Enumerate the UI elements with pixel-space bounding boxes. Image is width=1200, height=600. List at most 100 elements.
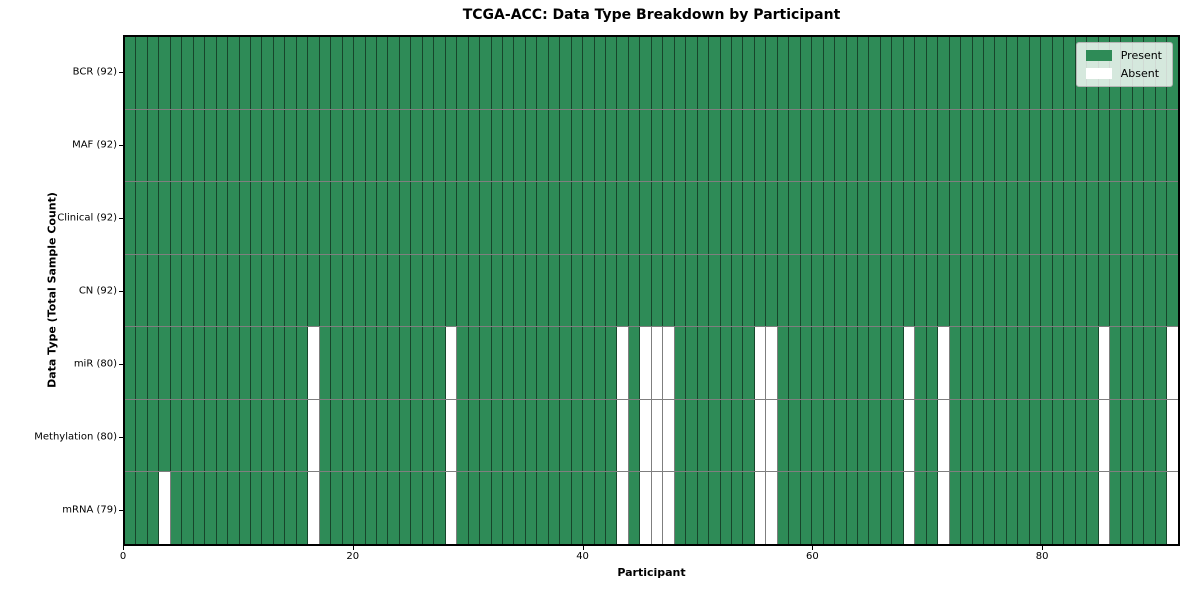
heatmap-cell bbox=[250, 182, 263, 254]
heatmap-cell bbox=[594, 109, 607, 182]
heatmap-cell bbox=[365, 109, 377, 182]
heatmap-cell bbox=[1041, 254, 1053, 327]
heatmap-cell bbox=[147, 399, 160, 472]
heatmap-cell bbox=[1075, 399, 1088, 472]
heatmap-cell bbox=[457, 109, 469, 182]
heatmap-cell bbox=[583, 399, 595, 472]
y-tick-mark bbox=[119, 436, 123, 438]
heatmap-cell bbox=[457, 37, 469, 109]
heatmap-cell bbox=[331, 399, 343, 472]
heatmap-cell bbox=[812, 109, 824, 182]
heatmap-cell bbox=[365, 327, 377, 399]
heatmap-cell bbox=[445, 399, 458, 472]
heatmap-cell bbox=[880, 109, 893, 182]
heatmap-cell bbox=[1018, 472, 1030, 545]
heatmap-cell bbox=[743, 37, 755, 109]
heatmap-cell bbox=[434, 399, 446, 472]
heatmap-cell bbox=[514, 37, 526, 109]
heatmap-cell bbox=[182, 109, 194, 182]
heatmap-cell bbox=[468, 327, 481, 399]
heatmap-cell bbox=[858, 254, 870, 327]
heatmap-cell bbox=[273, 472, 286, 545]
heatmap-cell bbox=[228, 327, 240, 399]
heatmap-cell bbox=[766, 254, 778, 327]
heatmap-cell bbox=[983, 37, 996, 109]
heatmap-cell bbox=[640, 109, 652, 182]
heatmap-cell bbox=[296, 472, 309, 545]
heatmap-cell bbox=[411, 327, 423, 399]
heatmap-cell bbox=[823, 109, 836, 182]
heatmap-cell bbox=[869, 254, 881, 327]
heatmap-cell bbox=[823, 327, 836, 399]
heatmap-cell bbox=[159, 182, 171, 254]
heatmap-cell bbox=[262, 327, 274, 399]
heatmap-cell bbox=[880, 399, 893, 472]
heatmap-cell bbox=[480, 109, 492, 182]
heatmap-cell bbox=[651, 37, 664, 109]
heatmap-cell bbox=[445, 182, 458, 254]
heatmap-cell bbox=[754, 37, 767, 109]
heatmap-cell bbox=[331, 254, 343, 327]
heatmap-cell bbox=[686, 37, 698, 109]
heatmap-cell bbox=[125, 109, 137, 182]
heatmap-cell bbox=[915, 37, 927, 109]
x-tick-label: 0 bbox=[119, 551, 127, 562]
heatmap-cell bbox=[1132, 399, 1145, 472]
heatmap-cell bbox=[697, 399, 710, 472]
heatmap-cell bbox=[571, 327, 584, 399]
heatmap-cell bbox=[823, 37, 836, 109]
heatmap-cell bbox=[514, 254, 526, 327]
heatmap-cell bbox=[1144, 472, 1156, 545]
x-axis-label: Participant bbox=[617, 566, 686, 579]
heatmap-cell bbox=[823, 399, 836, 472]
heatmap-cell bbox=[949, 37, 962, 109]
heatmap-cell bbox=[411, 472, 423, 545]
heatmap-cell bbox=[411, 109, 423, 182]
heatmap-cell bbox=[949, 109, 962, 182]
heatmap-cell bbox=[1132, 472, 1145, 545]
heatmap-cell bbox=[892, 472, 904, 545]
heatmap-cell bbox=[697, 109, 710, 182]
heatmap-cell bbox=[732, 327, 744, 399]
heatmap-cell bbox=[560, 109, 572, 182]
heatmap-cell bbox=[961, 109, 973, 182]
heatmap-cell bbox=[285, 472, 297, 545]
heatmap-cell bbox=[514, 182, 526, 254]
heatmap-cell bbox=[720, 399, 733, 472]
heatmap-cell bbox=[422, 472, 435, 545]
heatmap-cell bbox=[308, 109, 320, 182]
heatmap-cell bbox=[915, 327, 927, 399]
heatmap-cell bbox=[1144, 109, 1156, 182]
heatmap-cell bbox=[376, 399, 389, 472]
heatmap-row bbox=[125, 399, 1178, 473]
heatmap-cell bbox=[1018, 37, 1030, 109]
heatmap-cell bbox=[331, 472, 343, 545]
heatmap-cell bbox=[1167, 399, 1178, 472]
heatmap-cell bbox=[846, 182, 858, 254]
y-tick-mark bbox=[119, 144, 123, 146]
heatmap-cell bbox=[709, 37, 721, 109]
heatmap-cell bbox=[560, 399, 572, 472]
heatmap-cell bbox=[903, 254, 916, 327]
heatmap-cell bbox=[250, 399, 263, 472]
heatmap-cell bbox=[663, 109, 675, 182]
heatmap-cell bbox=[628, 472, 641, 545]
heatmap-cell bbox=[743, 109, 755, 182]
heatmap-cell bbox=[388, 399, 400, 472]
heatmap-cell bbox=[457, 327, 469, 399]
heatmap-cell bbox=[583, 182, 595, 254]
heatmap-cell bbox=[663, 327, 675, 399]
heatmap-cell bbox=[468, 472, 481, 545]
heatmap-cell bbox=[319, 472, 332, 545]
y-tick-mark bbox=[119, 71, 123, 73]
heatmap-cell bbox=[445, 327, 458, 399]
heatmap-cell bbox=[537, 254, 549, 327]
heatmap-cell bbox=[331, 182, 343, 254]
heatmap-cell bbox=[560, 254, 572, 327]
heatmap-cell bbox=[273, 254, 286, 327]
heatmap-cell bbox=[606, 399, 618, 472]
heatmap-cell bbox=[1098, 472, 1110, 545]
heatmap-cell bbox=[995, 472, 1007, 545]
absent-swatch-icon bbox=[1085, 68, 1112, 79]
heatmap-cell bbox=[949, 472, 962, 545]
